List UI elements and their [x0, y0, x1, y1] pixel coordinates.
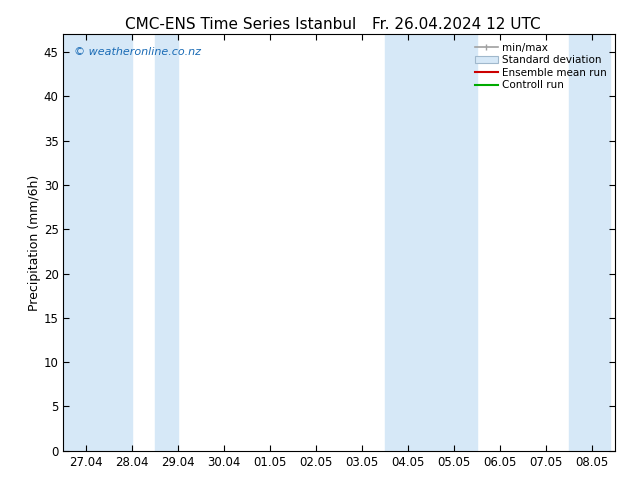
Bar: [155, 34, 178, 451]
Bar: [385, 34, 477, 451]
Text: CMC-ENS Time Series Istanbul: CMC-ENS Time Series Istanbul: [126, 17, 356, 32]
Text: © weatheronline.co.nz: © weatheronline.co.nz: [74, 47, 202, 57]
Legend: min/max, Standard deviation, Ensemble mean run, Controll run: min/max, Standard deviation, Ensemble me…: [472, 40, 610, 94]
Bar: [63, 34, 133, 451]
Y-axis label: Precipitation (mm/6h): Precipitation (mm/6h): [28, 174, 41, 311]
Text: Fr. 26.04.2024 12 UTC: Fr. 26.04.2024 12 UTC: [372, 17, 541, 32]
Bar: [569, 34, 611, 451]
